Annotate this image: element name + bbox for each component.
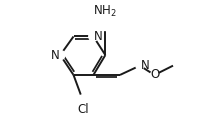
Circle shape — [150, 71, 158, 79]
Text: NH$_2$: NH$_2$ — [94, 3, 117, 19]
Circle shape — [89, 32, 98, 41]
Text: N: N — [51, 49, 60, 62]
Text: N: N — [94, 30, 103, 43]
Circle shape — [77, 95, 88, 105]
Circle shape — [136, 62, 144, 70]
Circle shape — [98, 16, 113, 30]
Circle shape — [56, 50, 65, 60]
Text: N: N — [141, 59, 149, 72]
Text: O: O — [150, 68, 160, 81]
Text: Cl: Cl — [78, 104, 89, 116]
